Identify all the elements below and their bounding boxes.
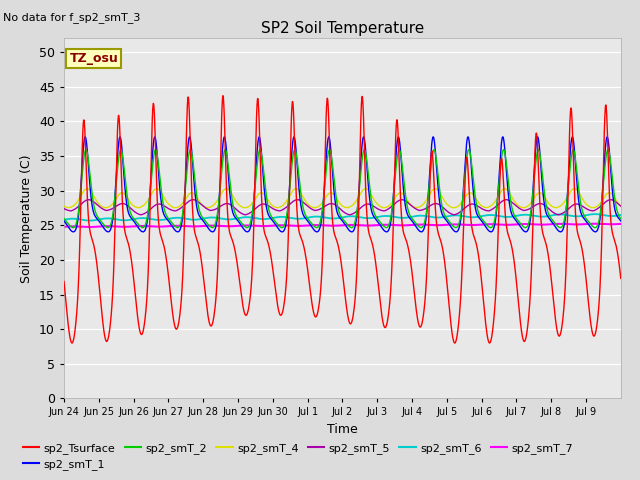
Text: TZ_osu: TZ_osu xyxy=(70,52,118,65)
Y-axis label: Soil Temperature (C): Soil Temperature (C) xyxy=(20,154,33,283)
X-axis label: Time: Time xyxy=(327,423,358,436)
Title: SP2 Soil Temperature: SP2 Soil Temperature xyxy=(260,21,424,36)
Text: No data for f_sp2_smT_3: No data for f_sp2_smT_3 xyxy=(3,12,141,23)
Legend: sp2_Tsurface, sp2_smT_1, sp2_smT_2, sp2_smT_4, sp2_smT_5, sp2_smT_6, sp2_smT_7: sp2_Tsurface, sp2_smT_1, sp2_smT_2, sp2_… xyxy=(19,438,578,474)
